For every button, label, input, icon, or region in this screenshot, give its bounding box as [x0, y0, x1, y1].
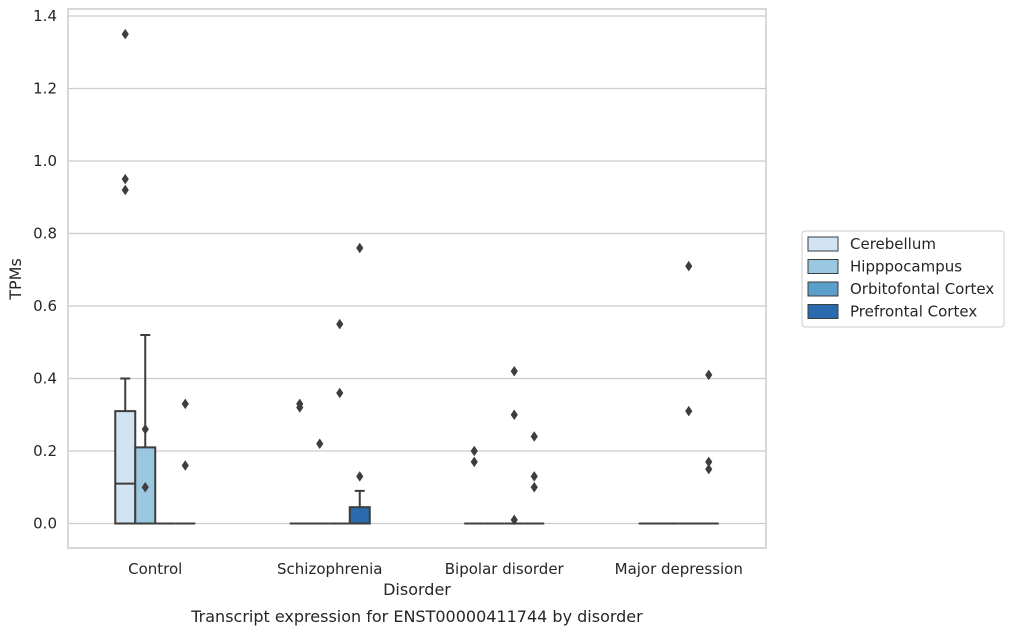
outlier-point — [510, 366, 518, 377]
box-group — [504, 366, 525, 526]
outlier-point — [296, 402, 304, 413]
outlier-point — [121, 28, 129, 40]
y-tick-label: 0.4 — [33, 370, 57, 388]
plot-area-frame — [67, 8, 767, 549]
box-rect — [114, 410, 137, 525]
outlier-point — [181, 460, 189, 471]
x-tick-label: Schizophrenia — [277, 560, 382, 578]
outlier-point — [685, 260, 693, 272]
boxes — [114, 28, 719, 526]
outlier-point — [316, 438, 324, 449]
y-tick-label: 0.8 — [33, 225, 57, 243]
outlier-point — [181, 398, 189, 410]
legend-swatch — [807, 236, 839, 252]
outlier-point — [336, 387, 344, 399]
outlier-point — [121, 184, 129, 196]
y-axis-title: TPMs — [6, 258, 25, 301]
x-tick-label: Control — [128, 560, 182, 578]
outlier-point — [356, 242, 364, 254]
legend-frame — [801, 230, 1005, 328]
box-group — [114, 28, 137, 525]
legend-label: Cerebellum — [850, 235, 936, 253]
box-group — [464, 445, 485, 525]
legend-swatch — [807, 259, 839, 274]
box-group — [309, 438, 330, 525]
y-tick-label: 0.2 — [33, 442, 57, 460]
box-group — [524, 431, 545, 525]
outlier-point — [141, 424, 149, 435]
outlier-point — [685, 405, 693, 417]
outlier-point — [121, 173, 129, 185]
outlier-point — [510, 514, 518, 526]
outlier-point — [141, 482, 149, 493]
legend: Cerebellum Hipppocampus Orbitofontal Corte… — [801, 230, 1005, 328]
box-group — [698, 369, 719, 525]
y-tick-labels: 0.0 0.2 0.4 0.6 0.8 1.0 1.2 1.4 — [33, 7, 57, 533]
box-group — [348, 242, 371, 525]
legend-swatch — [807, 281, 839, 297]
y-tick-label: 0.6 — [33, 297, 57, 315]
outlier-point — [470, 456, 478, 468]
legend-label: Prefrontal Cortex — [850, 303, 977, 321]
outlier-point — [356, 471, 364, 482]
x-tick-labels: Control Schizophrenia Bipolar disorder Majo… — [128, 560, 743, 578]
x-axis-title: Disorder — [383, 580, 451, 599]
chart-caption: Transcript expression for ENST0000041174… — [190, 607, 643, 626]
y-tick-label: 0.0 — [33, 515, 57, 533]
outlier-point — [530, 482, 538, 493]
outlier-point — [470, 445, 478, 457]
outlier-point — [530, 431, 538, 442]
outlier-point — [705, 463, 713, 475]
outlier-point — [336, 318, 344, 330]
y-tick-label: 1.4 — [33, 7, 57, 25]
y-tick-label: 1.0 — [33, 152, 57, 170]
box-group — [329, 318, 350, 525]
outlier-point — [705, 456, 713, 468]
legend-label: Hipppocampus — [850, 258, 962, 276]
outlier-point — [705, 369, 713, 381]
legend-swatch — [807, 304, 839, 319]
gridlines — [68, 15, 766, 525]
box-rect — [348, 506, 371, 525]
outlier-point — [510, 409, 518, 420]
legend-label: Orbitofontal Cortex — [850, 280, 994, 298]
box-group — [678, 260, 699, 525]
outlier-point — [530, 471, 538, 482]
box-group — [289, 398, 310, 525]
x-tick-label: Bipolar disorder — [445, 560, 565, 578]
x-tick-label: Major depression — [615, 560, 743, 578]
box-group — [175, 398, 196, 525]
y-tick-label: 1.2 — [33, 80, 57, 98]
box-group — [134, 334, 157, 525]
